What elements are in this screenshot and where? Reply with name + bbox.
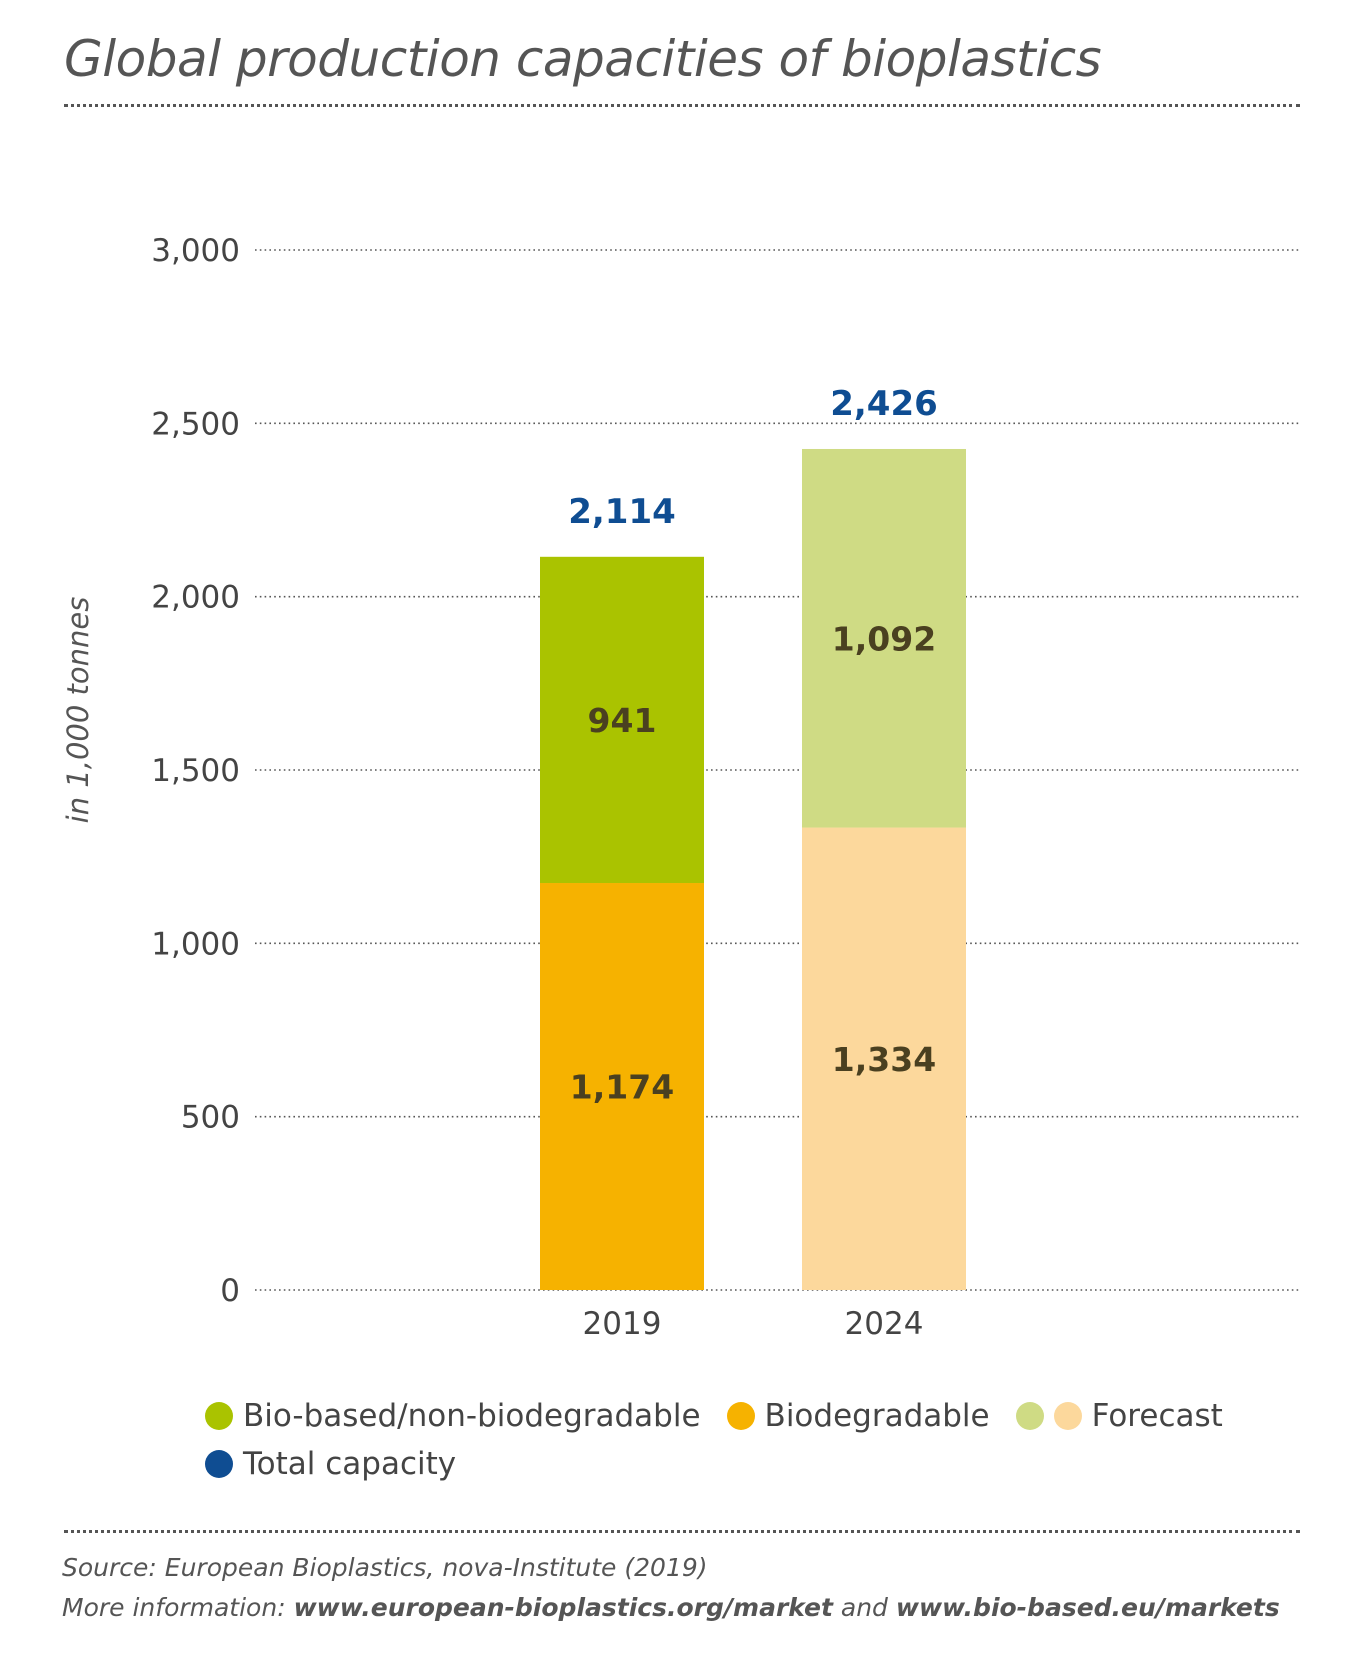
bar-value-label: 941 — [588, 701, 657, 740]
more-info-prefix: More information: — [62, 1593, 294, 1622]
bar-segment — [540, 883, 704, 1290]
bar-segment — [802, 827, 966, 1290]
y-tick-label: 2,000 — [151, 580, 240, 616]
y-tick-label: 1,500 — [151, 753, 240, 789]
stacked-bar-chart: 0 500 1,000 1,500 2,000 2,500 3,000 1,174 941 2,1… — [151, 233, 1300, 1342]
legend-label: Total capacity — [243, 1446, 457, 1482]
legend-swatch — [205, 1402, 233, 1430]
y-tick-label: 2,500 — [151, 406, 240, 442]
legend-item-total: Total capacity — [205, 1446, 456, 1482]
legend-row-1: Bio-based/non-biodegradable Biodegradabl… — [205, 1392, 1305, 1440]
legend-label: Bio-based/non-biodegradable — [243, 1398, 701, 1434]
footer-divider — [64, 1530, 1300, 1533]
more-info-mid: and — [832, 1593, 896, 1622]
bar-value-label: 1,174 — [570, 1068, 674, 1107]
bar-segment — [540, 556, 704, 884]
legend-swatch — [205, 1450, 233, 1478]
y-tick-label: 3,000 — [151, 233, 240, 269]
legend-swatch — [726, 1402, 755, 1430]
chart-title: Global production capacities of bioplast… — [64, 30, 1102, 88]
y-tick-label: 1,000 — [151, 926, 240, 962]
legend-item-biodegradable: Biodegradable — [726, 1398, 990, 1434]
x-tick-label: 2024 — [845, 1306, 924, 1342]
source-note: Source: European Bioplastics, nova-Insti… — [62, 1548, 1280, 1628]
link-bio-based[interactable]: www.bio-based.eu/markets — [895, 1593, 1280, 1622]
bar-value-label: 1,334 — [832, 1040, 936, 1079]
legend: Bio-based/non-biodegradable Biodegradabl… — [205, 1392, 1305, 1488]
legend-item-forecast: Forecast — [1015, 1398, 1223, 1434]
legend-label: Forecast — [1091, 1398, 1223, 1434]
y-tick-label: 0 — [220, 1273, 240, 1309]
title-divider — [64, 104, 1300, 107]
x-tick-label: 2019 — [583, 1306, 662, 1342]
legend-row-2: Total capacity — [205, 1440, 1305, 1488]
legend-swatch — [1015, 1402, 1044, 1430]
bar-segment — [802, 448, 966, 828]
total-label: 2,426 — [830, 384, 938, 424]
more-info-line: More information: www.european-bioplasti… — [62, 1588, 1280, 1628]
link-european-bioplastics[interactable]: www.european-bioplastics.org/market — [293, 1593, 833, 1622]
legend-item-bio-based: Bio-based/non-biodegradable — [205, 1398, 701, 1434]
total-label: 2,114 — [568, 492, 676, 532]
y-tick-label: 500 — [181, 1100, 240, 1136]
bar-value-label: 1,092 — [832, 619, 936, 658]
source-line: Source: European Bioplastics, nova-Insti… — [62, 1553, 708, 1582]
legend-swatch — [1053, 1402, 1082, 1430]
legend-label: Biodegradable — [764, 1398, 990, 1434]
